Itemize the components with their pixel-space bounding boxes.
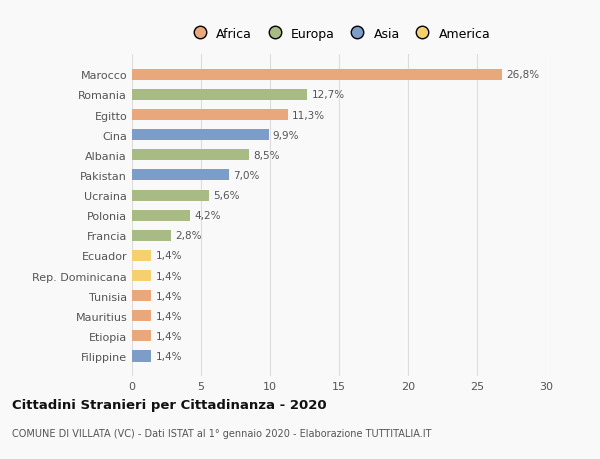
Text: 9,9%: 9,9%	[273, 130, 299, 140]
Text: 1,4%: 1,4%	[155, 351, 182, 361]
Text: 1,4%: 1,4%	[155, 331, 182, 341]
Text: 1,4%: 1,4%	[155, 311, 182, 321]
Text: 26,8%: 26,8%	[506, 70, 539, 80]
Text: COMUNE DI VILLATA (VC) - Dati ISTAT al 1° gennaio 2020 - Elaborazione TUTTITALIA: COMUNE DI VILLATA (VC) - Dati ISTAT al 1…	[12, 428, 431, 438]
Text: 4,2%: 4,2%	[194, 211, 221, 221]
Text: 12,7%: 12,7%	[311, 90, 344, 100]
Text: Cittadini Stranieri per Cittadinanza - 2020: Cittadini Stranieri per Cittadinanza - 2…	[12, 398, 326, 412]
Bar	[132, 150, 250, 161]
Bar	[132, 250, 151, 262]
Bar	[132, 351, 151, 362]
Bar	[132, 291, 151, 302]
Text: 2,8%: 2,8%	[175, 231, 201, 241]
Bar	[132, 90, 307, 101]
Text: 7,0%: 7,0%	[233, 171, 259, 180]
Bar	[132, 170, 229, 181]
Bar	[132, 110, 288, 121]
Bar	[132, 190, 209, 201]
Text: 5,6%: 5,6%	[214, 190, 240, 201]
Bar	[132, 230, 170, 241]
Bar	[132, 270, 151, 281]
Bar	[132, 210, 190, 221]
Text: 1,4%: 1,4%	[155, 291, 182, 301]
Bar	[132, 311, 151, 322]
Text: 1,4%: 1,4%	[155, 271, 182, 281]
Legend: Africa, Europa, Asia, America: Africa, Europa, Asia, America	[182, 23, 496, 46]
Text: 1,4%: 1,4%	[155, 251, 182, 261]
Bar	[132, 70, 502, 81]
Bar	[132, 330, 151, 341]
Text: 8,5%: 8,5%	[253, 151, 280, 161]
Bar	[132, 130, 269, 141]
Text: 11,3%: 11,3%	[292, 110, 325, 120]
